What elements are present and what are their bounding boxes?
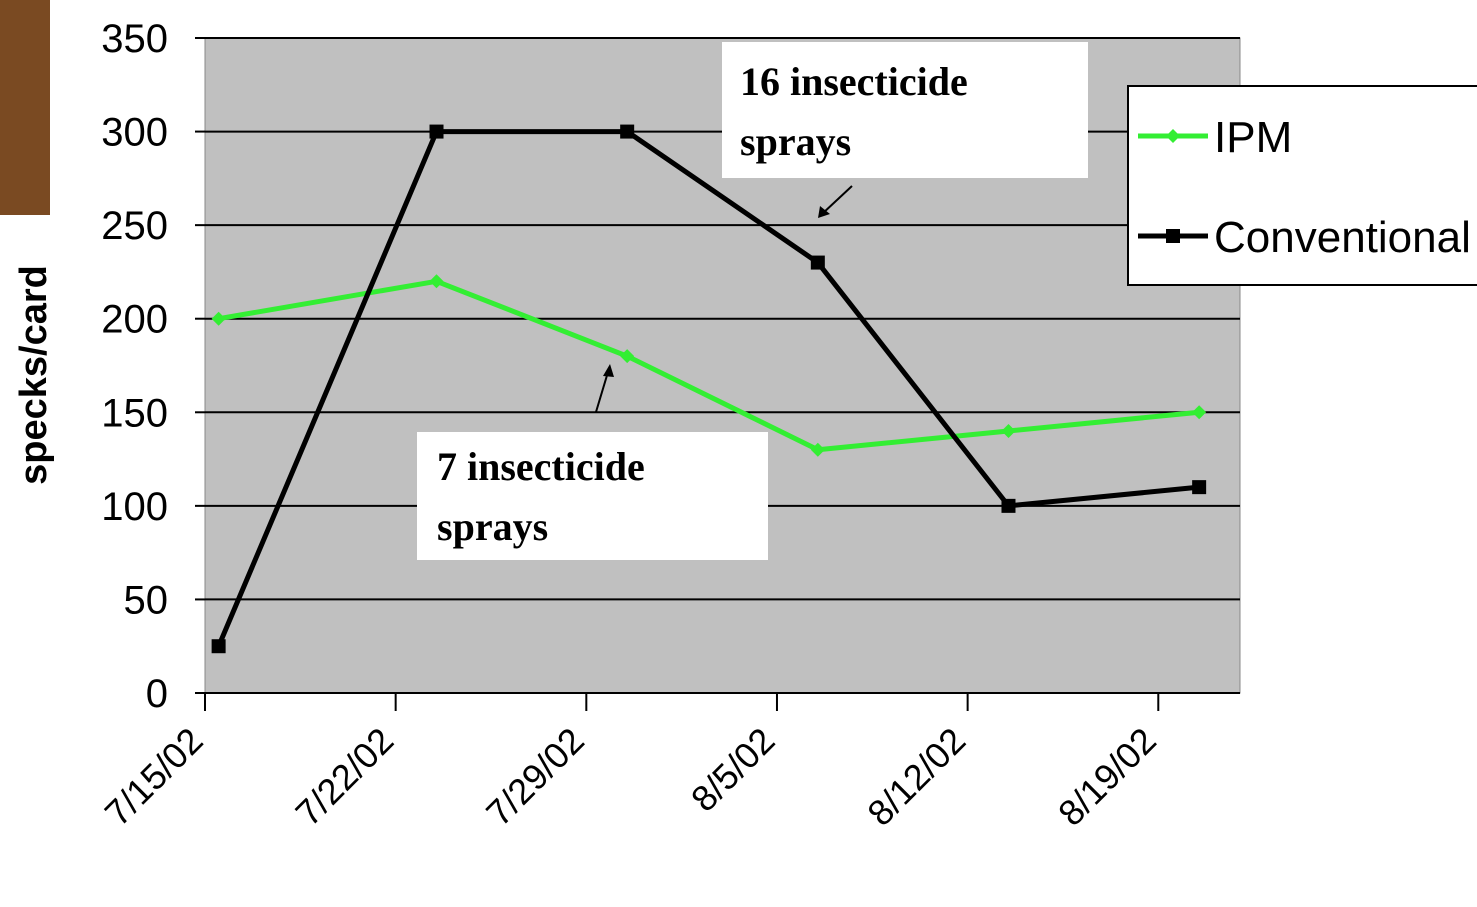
y-tick-label: 250 — [101, 204, 168, 248]
y-tick-label: 300 — [101, 111, 168, 155]
photo-corner — [0, 0, 50, 215]
x-tick-label: 8/5/02 — [683, 720, 783, 820]
y-tick-label: 0 — [146, 672, 168, 716]
marker — [620, 125, 634, 139]
marker — [1001, 499, 1015, 513]
chart: specks/card 0 50 100 150 200 250 300 350 7/15/02… — [0, 0, 1477, 907]
y-tick-label: 350 — [101, 17, 168, 61]
annotation-text: 7 insecticide — [437, 444, 645, 489]
y-axis-label: specks/card — [13, 265, 55, 485]
x-tick-label: 7/22/02 — [287, 720, 401, 834]
y-tick-label: 100 — [101, 485, 168, 529]
annotation-text: sprays — [740, 119, 851, 164]
y-tick-label: 200 — [101, 298, 168, 342]
legend-marker — [1166, 229, 1180, 243]
marker — [430, 125, 444, 139]
legend-label: Conventional — [1214, 213, 1471, 262]
annotation-text: 16 insecticide — [740, 59, 968, 104]
y-tick-label: 150 — [101, 391, 168, 435]
x-tick-label: 8/19/02 — [1050, 720, 1164, 834]
y-tick-label: 50 — [124, 578, 169, 622]
annotation-text: sprays — [437, 504, 548, 549]
marker — [811, 256, 825, 270]
x-tick-label: 8/12/02 — [859, 720, 973, 834]
x-tick-label: 7/29/02 — [478, 720, 592, 834]
marker — [1192, 480, 1206, 494]
x-tick-label: 7/15/02 — [97, 720, 211, 834]
legend-label: IPM — [1214, 113, 1292, 162]
marker — [212, 639, 226, 653]
